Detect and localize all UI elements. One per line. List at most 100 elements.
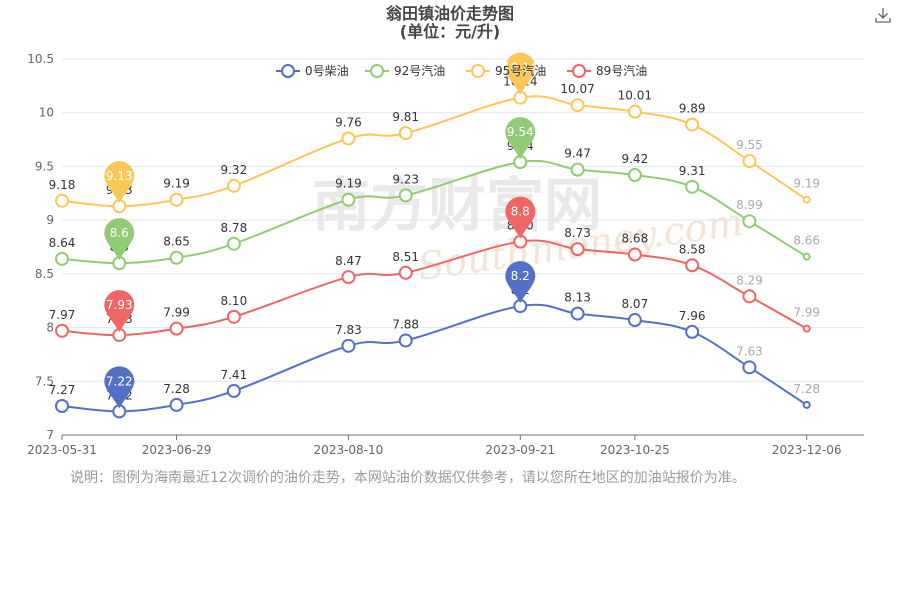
data-label: 7.83	[335, 323, 362, 337]
pin-label: 9.54	[507, 125, 534, 139]
legend[interactable]: 0号柴油 92号汽油 95号汽油 89号汽油	[276, 63, 647, 78]
data-label: 8.10	[220, 294, 247, 308]
pin-marker	[505, 196, 536, 239]
legend-marker	[370, 64, 384, 78]
data-point	[685, 258, 700, 273]
grid	[62, 58, 864, 382]
pin-label: 10.14	[503, 61, 537, 75]
x-tick-label: 2023-06-29	[142, 443, 212, 457]
x-tick-label: 2023-08-10	[314, 443, 384, 457]
data-point	[802, 400, 811, 409]
legend-item: 0号柴油	[305, 64, 349, 78]
data-point	[802, 252, 811, 261]
data-point	[341, 131, 356, 146]
data-label: 9.19	[163, 177, 190, 191]
pin-markers: 7.22 8.2 8.6 9.54 9.13 10.14 7.93 8.8	[104, 52, 537, 409]
data-point	[341, 338, 356, 353]
pin-marker	[505, 261, 536, 304]
data-label: 7.99	[163, 306, 190, 320]
data-point	[398, 126, 413, 141]
line-chart: 南方财富网 Southmoney.com 77.588.599.51010.52…	[27, 52, 864, 457]
y-tick-label: 8.5	[35, 267, 54, 281]
x-tick-label: 2023-12-06	[772, 443, 842, 457]
data-label: 8.73	[564, 226, 591, 240]
pin-label: 8.2	[511, 269, 530, 283]
y-tick-label: 7.5	[35, 374, 54, 388]
data-point	[742, 360, 757, 375]
data-label: 8.78	[220, 221, 247, 235]
data-label: 8.07	[621, 297, 648, 311]
chart-title: 翁田镇油价走势图	[385, 4, 514, 23]
data-label: 7.28	[163, 382, 190, 396]
data-point	[55, 193, 69, 208]
data-point	[169, 192, 184, 207]
y-tick-label: 8	[46, 321, 54, 335]
data-label: 9.81	[392, 110, 419, 124]
data-label: 7.96	[679, 309, 706, 323]
data-point	[169, 321, 184, 336]
data-label: 9.55	[736, 138, 763, 152]
pin-marker	[104, 366, 135, 409]
data-label: 8.99	[736, 198, 763, 212]
data-label: 7.97	[49, 308, 76, 322]
y-tick-label: 10.5	[27, 52, 54, 66]
pin-marker	[104, 218, 135, 261]
data-label: 9.19	[793, 177, 820, 191]
data-label: 9.42	[621, 152, 648, 166]
axes: 7 7.5 8 8.5 9 9.5 10 10.5 2023-05-31 2023-06-29 20…	[27, 52, 864, 457]
y-tick-label: 9	[46, 213, 54, 227]
data-point	[802, 324, 811, 333]
data-point	[226, 309, 241, 324]
pin-marker	[505, 117, 536, 160]
data-point	[169, 397, 184, 412]
data-point	[685, 179, 700, 194]
watermark-main: 南方财富网	[312, 171, 602, 239]
pin-label: 7.93	[106, 298, 133, 312]
x-tick-label: 2023-10-25	[600, 443, 670, 457]
data-label: 7.99	[793, 306, 820, 320]
data-label: 9.89	[679, 102, 706, 116]
data-label: 8.29	[736, 273, 763, 287]
pin-label: 7.22	[106, 374, 133, 388]
data-point	[226, 236, 241, 251]
data-label: 8.13	[564, 291, 591, 305]
data-point	[742, 289, 757, 304]
legend-marker	[281, 64, 295, 78]
data-label: 8.64	[49, 236, 76, 250]
data-point	[55, 398, 69, 413]
legend-item: 95号汽油	[495, 63, 546, 78]
chart-note: 说明：图例为海南最近12次调价的油价走势，本网站油价数据仅供参考，请以您所在地区…	[70, 470, 746, 486]
data-label: 7.41	[220, 368, 247, 382]
data-label: 9.23	[392, 172, 419, 186]
y-tick-label: 9.5	[35, 159, 54, 173]
legend-item: 92号汽油	[394, 63, 445, 78]
data-point	[398, 333, 413, 348]
data-label: 10.07	[560, 82, 594, 96]
data-label: 8.65	[163, 235, 190, 249]
data-point	[802, 195, 811, 204]
data-point	[226, 178, 241, 193]
data-point	[341, 270, 356, 285]
data-point	[341, 192, 356, 207]
data-point	[570, 162, 585, 177]
pin-marker	[104, 290, 135, 333]
data-point	[55, 323, 69, 338]
download-icon[interactable]	[874, 6, 892, 24]
data-label: 9.32	[220, 163, 247, 177]
legend-marker	[572, 64, 586, 78]
data-point	[685, 324, 700, 339]
data-point	[627, 313, 642, 328]
data-label: 8.51	[392, 250, 419, 264]
pin-marker	[505, 52, 536, 95]
pin-label: 8.6	[110, 226, 129, 240]
data-point	[55, 251, 69, 266]
data-point	[570, 306, 585, 321]
pin-label: 8.8	[511, 205, 530, 219]
pin-marker	[104, 161, 135, 204]
series-group	[55, 90, 811, 419]
y-tick-label: 10	[39, 106, 54, 120]
x-tick-label: 2023-05-31	[27, 443, 97, 457]
data-label: 9.18	[49, 178, 76, 192]
data-label: 8.47	[335, 254, 362, 268]
y-tick-label: 7	[46, 428, 54, 442]
